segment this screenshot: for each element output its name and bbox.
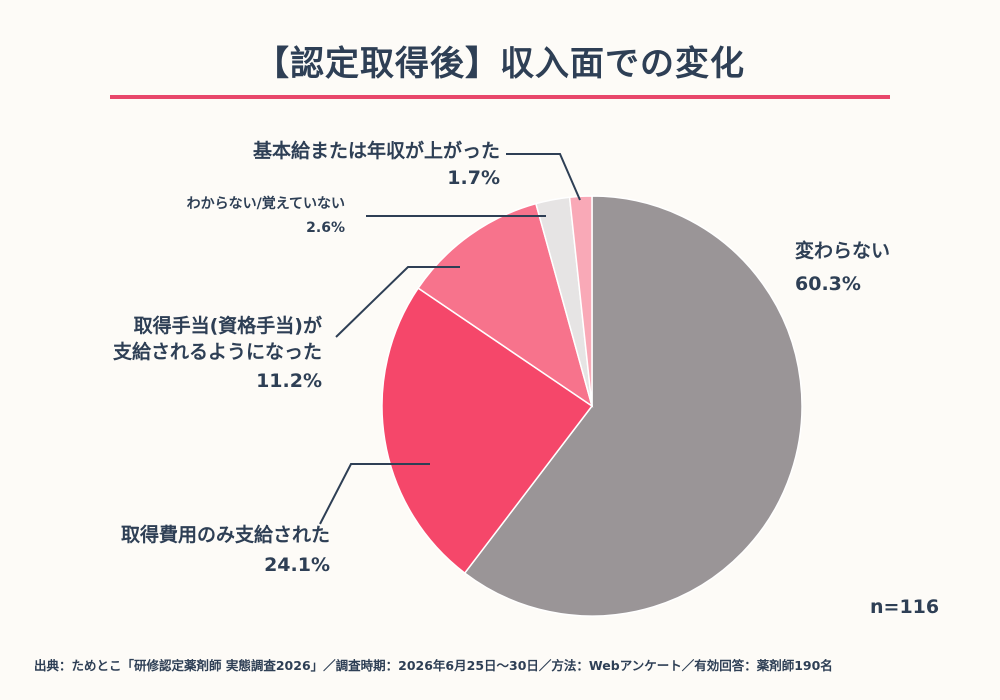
slice-value-2: 11.2% bbox=[256, 370, 322, 392]
chart-title: 【認定取得後】収入面での変化 bbox=[255, 44, 745, 84]
source-note: 出典：ためとこ「研修認定薬剤師 実態調査2026」／調査時期：2026年6月25… bbox=[34, 658, 833, 673]
slice-value-0: 60.3% bbox=[795, 273, 861, 295]
leader-line-1 bbox=[319, 463, 430, 525]
slice-label-2-line-0: 取得手当(資格手当)が bbox=[134, 314, 322, 337]
slice-label-2-line-1: 支給されるようになった bbox=[112, 340, 322, 363]
pie-slice-1 bbox=[381, 287, 594, 575]
slice-value-1: 24.1% bbox=[264, 554, 330, 576]
title-underline bbox=[110, 95, 890, 99]
slice-label-4-line-0: 基本給または年収が上がった bbox=[252, 139, 500, 162]
pie-slice-0 bbox=[463, 195, 803, 617]
leader-line-4 bbox=[506, 153, 581, 201]
slice-value-3: 2.6% bbox=[306, 220, 345, 236]
slice-value-4: 1.7% bbox=[447, 167, 500, 189]
slice-label-3-line-0: わからない/覚えていない bbox=[187, 195, 345, 212]
pie-slice-2 bbox=[417, 202, 594, 408]
leader-line-2 bbox=[335, 266, 460, 338]
slice-label-0-line-0: 変わらない bbox=[795, 239, 890, 262]
slice-label-1-line-0: 取得費用のみ支給された bbox=[121, 523, 330, 546]
sample-size: n=116 bbox=[870, 596, 940, 618]
pie-slice-4 bbox=[568, 195, 593, 407]
